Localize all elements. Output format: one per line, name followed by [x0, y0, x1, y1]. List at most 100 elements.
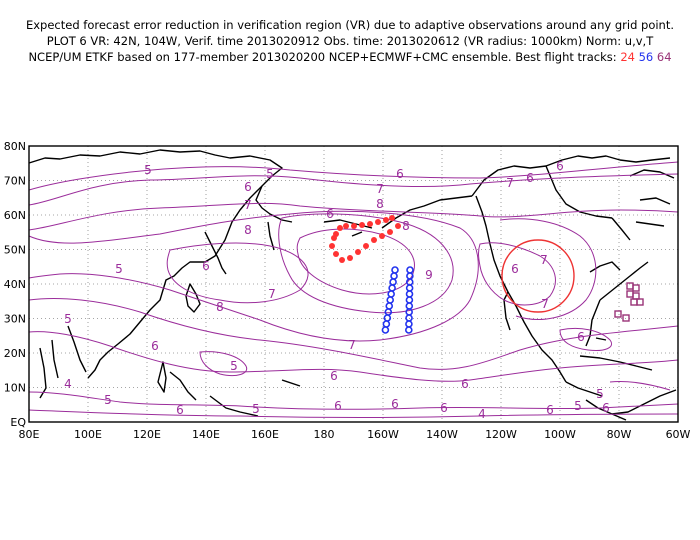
track-64-point — [614, 310, 622, 318]
contour-label: 6 — [440, 401, 448, 415]
track-24-point — [395, 223, 401, 229]
contour-label: 6 — [151, 339, 159, 353]
contour-label: 4 — [478, 407, 486, 421]
contour-label: 8 — [376, 197, 384, 211]
track-56-point — [390, 272, 398, 280]
contour-label: 7 — [541, 297, 549, 311]
longitude-labels: 80E 100E 120E 140E 160E 180 160W 140W 120W 100W 80… — [19, 428, 691, 441]
contour-label: 8 — [216, 300, 224, 314]
verification-region-circle — [501, 239, 575, 313]
graticule — [29, 146, 678, 422]
coastlines — [28, 149, 677, 421]
map-frame — [28, 145, 679, 423]
contour-label: 9 — [425, 268, 433, 282]
track-label-64: 64 — [656, 50, 672, 64]
contour-label: 6 — [556, 159, 564, 173]
contour-label: 7 — [268, 287, 276, 301]
track-64-point — [630, 298, 638, 306]
track-56-point — [387, 290, 395, 298]
track-24-point — [371, 237, 377, 243]
contour-label: 4 — [64, 377, 72, 391]
title-line-2: PLOT 6 VR: 42N, 104W, Verif. time 201302… — [46, 34, 654, 48]
contour-label: 5 — [574, 399, 582, 413]
contour-label: 7 — [540, 253, 548, 267]
contour-label: 6 — [334, 399, 342, 413]
longitude-label: 140E — [192, 428, 220, 441]
latitude-label: 40N — [4, 278, 26, 291]
longitude-label: 100W — [544, 428, 576, 441]
contour-label: 6 — [526, 171, 534, 185]
track-56-point — [405, 284, 414, 292]
track-64-point — [632, 284, 640, 292]
track-56-point — [385, 302, 394, 310]
contour-label: 6 — [396, 167, 404, 181]
track-24-point — [331, 235, 337, 241]
contour-label: 7 — [348, 338, 356, 352]
contour-label: 5 — [104, 393, 112, 407]
track-64-point — [636, 298, 644, 306]
title-line-3: NCEP/UM ETKF based on 177-member 2013020… — [0, 50, 700, 64]
contour-label: 6 — [577, 330, 585, 344]
track-56-point — [405, 314, 413, 322]
track-56-point — [386, 296, 395, 304]
longitude-label: 80E — [19, 428, 40, 441]
title-line-3-prefix: NCEP/UM ETKF based on 177-member 2013020… — [28, 50, 617, 64]
contour-label: 6 — [330, 369, 338, 383]
flight-track-56 — [381, 266, 414, 334]
contour-label: 5 — [64, 312, 72, 326]
track-56-point — [391, 266, 399, 274]
latitude-label: 10N — [4, 382, 26, 395]
contour-label: 6 — [202, 259, 210, 273]
contour-label: 6 — [176, 403, 184, 417]
latitude-labels: 80N 70N 60N 50N 40N 30N 20N 10N EQ — [4, 140, 27, 429]
contour-label: 7 — [376, 182, 384, 196]
contour-label: 6 — [244, 180, 252, 194]
latitude-label: 20N — [4, 347, 26, 360]
track-label-24: 24 — [620, 50, 635, 64]
track-24-point — [389, 215, 395, 221]
contour-label: 7 — [244, 198, 252, 212]
track-56-point — [405, 302, 414, 310]
longitude-label: 160E — [251, 428, 279, 441]
longitude-label: 80W — [607, 428, 632, 441]
track-24-point — [375, 219, 381, 225]
flight-track-24 — [329, 215, 401, 263]
contour-label: 6 — [461, 377, 469, 391]
track-64-point — [622, 314, 630, 322]
latitude-label: EQ — [10, 416, 26, 429]
track-64-point — [632, 292, 640, 300]
contour-label: 5 — [144, 163, 152, 177]
track-56-point — [406, 266, 414, 274]
track-56-point — [405, 290, 414, 298]
contour-label: 8 — [244, 223, 252, 237]
track-56-point — [388, 284, 396, 292]
track-56-point — [384, 308, 393, 316]
track-24-point — [383, 217, 389, 223]
track-56-point — [405, 320, 413, 328]
latitude-label: 70N — [4, 175, 26, 188]
track-64-point — [626, 290, 634, 298]
track-24-point — [351, 223, 357, 229]
track-56-point — [381, 326, 390, 334]
contour-label: 5 — [596, 387, 604, 401]
longitude-label: 140W — [426, 428, 458, 441]
longitude-label: 160W — [367, 428, 399, 441]
track-24-point — [329, 243, 335, 249]
track-24-point — [355, 249, 361, 255]
contour-label: 8 — [402, 219, 410, 233]
track-24-point — [363, 243, 369, 249]
latitude-label: 60N — [4, 209, 26, 222]
track-24-point — [347, 255, 353, 261]
contour-label: 6 — [546, 403, 554, 417]
flight-track-64 — [614, 282, 644, 322]
longitude-label: 180 — [314, 428, 335, 441]
contour-label: 5 — [266, 167, 274, 181]
track-24-point — [333, 251, 339, 257]
longitude-label: 100E — [74, 428, 102, 441]
track-24-point — [387, 229, 393, 235]
latitude-label: 30N — [4, 313, 26, 326]
track-24-point — [337, 225, 343, 231]
contour-label: 6 — [602, 401, 610, 415]
title-line-1: Expected forecast error reduction in ver… — [25, 18, 675, 32]
